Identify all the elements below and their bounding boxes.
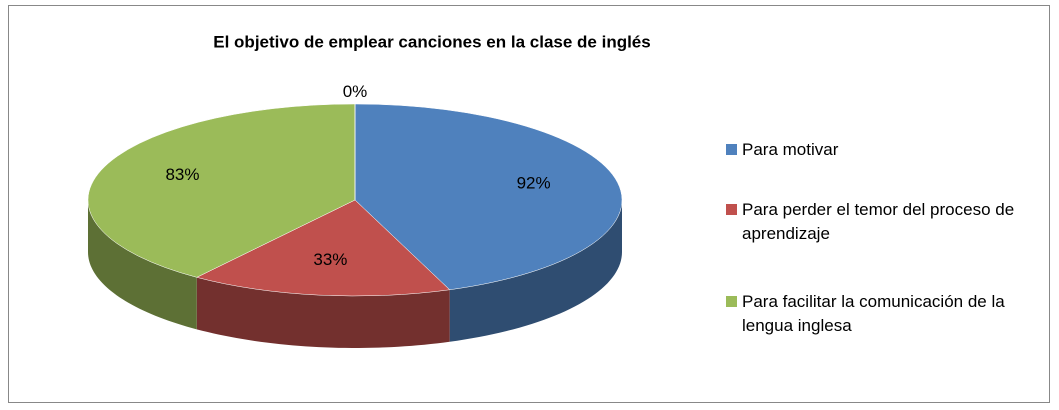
pie-slice	[196, 199, 451, 297]
pie-slice-side	[196, 277, 450, 348]
legend-swatch	[726, 204, 737, 215]
pie-slice-side	[88, 200, 197, 330]
legend-label: Para facilitar la comunicación de la len…	[742, 292, 1005, 335]
pie-slice	[87, 103, 356, 278]
data-label: 0%	[343, 82, 368, 101]
legend-item: Para motivar	[726, 138, 1036, 162]
data-label: 33%	[313, 250, 347, 269]
legend-swatch	[726, 144, 737, 155]
legend-swatch	[726, 296, 737, 307]
legend-label: Para perder el temor del proceso de apre…	[742, 200, 1015, 243]
data-label: 92%	[517, 174, 551, 193]
legend-label: Para motivar	[742, 140, 839, 159]
legend-item: Para perder el temor del proceso de apre…	[726, 198, 1036, 246]
pie-slice	[354, 103, 623, 291]
pie-tops	[87, 103, 623, 297]
data-label: 83%	[165, 165, 199, 184]
legend-item: Para facilitar la comunicación de la len…	[726, 290, 1036, 338]
chart-title: El objetivo de emplear canciones en la c…	[213, 32, 650, 51]
